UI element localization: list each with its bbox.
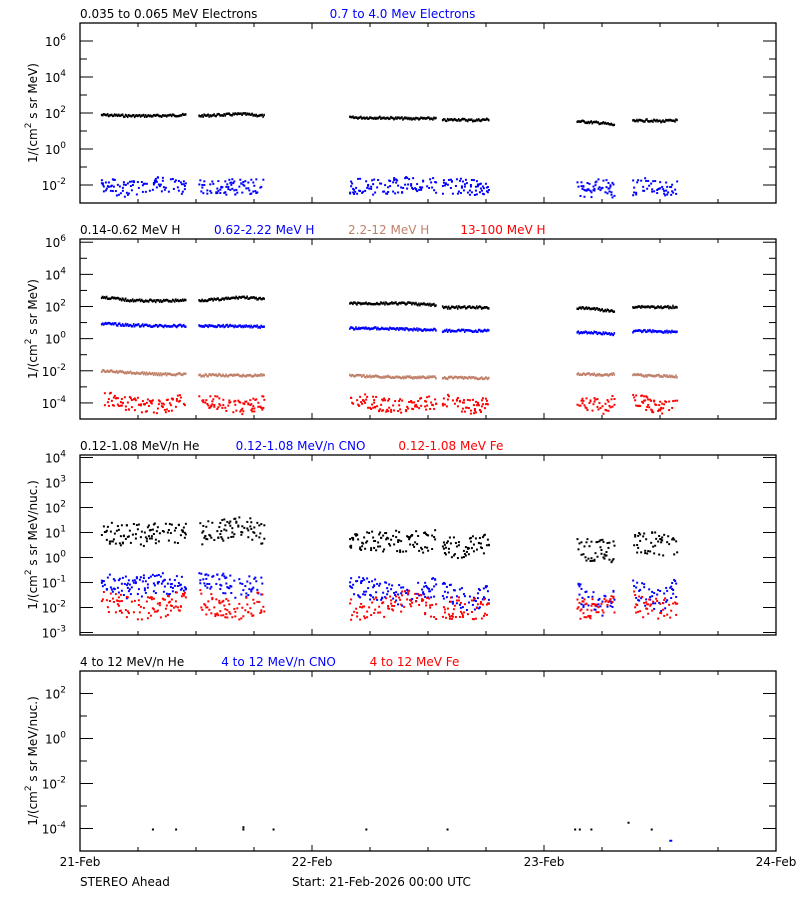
y-tick-label: 102 [45,299,66,315]
y-tick-label: 102 [45,105,66,121]
legend-entry: 4 to 12 MeV/n He [80,655,184,669]
start-time-label: Start: 21-Feb-2026 00:00 UTC [292,875,471,889]
y-tick-label: 10-4 [42,821,67,837]
plot-frame [79,670,777,852]
series-4-to-12-mev-n-he [151,821,653,831]
y-tick-label: 10-2 [42,177,66,193]
y-tick-label: 104 [45,450,66,466]
legend-entry: 0.12-1.08 MeV/n CNO [236,439,366,453]
y-tick-label: 10-2 [42,363,66,379]
series-0-12-1-08-mev-n-he [100,516,679,564]
y-tick-label: 106 [45,33,66,49]
y-tick-label: 106 [45,234,66,250]
y-axis-title: 1/(cm2 s sr MeV/nuc.) [24,696,40,826]
series-0-14-0-62-mev-h [100,295,678,314]
y-tick-label: 102 [45,500,66,516]
legend-entry: 0.62-2.22 MeV H [214,223,314,237]
y-tick-label: 104 [45,69,66,85]
legend-entry: 0.12-1.08 MeV Fe [398,439,503,453]
panel-1: 10-2 100 102 104 106 1/(cm2 s sr MeV) 0.035 to… [24,7,777,204]
panel-4: 10-4 10-2 100 102 1/(cm2 s sr MeV/nuc.) 4 to … [24,655,777,852]
y-tick-label: 100 [45,550,66,566]
legend-entry: 0.12-1.08 MeV/n He [80,439,199,453]
y-tick-label: 10-2 [42,776,66,792]
panel-3: 10-3 10-2 10-1 100 101 102 103 104 1/(cm2 s sr M… [24,439,777,641]
panel-2: 10-4 10-2 100 102 104 106 1/(cm2 s sr MeV) 0.14… [24,223,777,420]
legend-entry: 0.14-0.62 MeV H [80,223,180,237]
y-axis-title: 1/(cm2 s sr MeV/nuc.) [24,480,40,610]
y-tick-label: 104 [45,266,66,282]
plot-frame [79,22,777,204]
y-tick-label: 10-1 [42,575,66,591]
x-tick-label: 21-Feb [60,855,101,869]
y-axis-title: 1/(cm2 s sr MeV) [24,63,40,163]
plot-frame [79,454,777,636]
series-0-035-to-0-065-mev-electrons [100,112,678,127]
legend-entry: 4 to 12 MeV Fe [370,655,460,669]
y-tick-label: 10-2 [42,600,66,616]
x-tick-label: 24-Feb [756,855,797,869]
y-tick-label: 100 [45,731,66,747]
y-tick-label: 103 [45,475,66,491]
x-tick-label: 23-Feb [524,855,565,869]
y-tick-label: 100 [45,141,66,157]
y-tick-label: 101 [45,525,66,541]
y-tick-label: 10-4 [42,395,67,411]
y-tick-label: 100 [45,331,66,347]
spacecraft-label: STEREO Ahead [80,875,170,889]
x-axis-labels: 21-Feb 22-Feb 23-Feb 24-Feb [60,855,797,869]
series-2-2-12-mev-h [100,368,678,381]
legend-entry: 13-100 MeV H [460,223,545,237]
legend-entry: 0.7 to 4.0 Mev Electrons [330,7,476,21]
y-tick-label: 102 [45,686,66,702]
legend-entry: 4 to 12 MeV/n CNO [221,655,336,669]
series-0-7-to-4-0-mev-electrons [100,176,679,199]
y-axis-title: 1/(cm2 s sr MeV) [24,279,40,379]
x-tick-label: 22-Feb [292,855,333,869]
legend-entry: 0.035 to 0.065 MeV Electrons [80,7,257,21]
y-tick-label: 10-3 [42,625,66,641]
series-0-12-1-08-mev-fe [100,589,679,621]
series-4-to-12-mev-n-cno [669,839,673,842]
legend-entry: 2.2-12 MeV H [348,223,429,237]
series-0-62-2-22-mev-h [100,321,678,337]
series-13-100-mev-h [103,391,679,416]
